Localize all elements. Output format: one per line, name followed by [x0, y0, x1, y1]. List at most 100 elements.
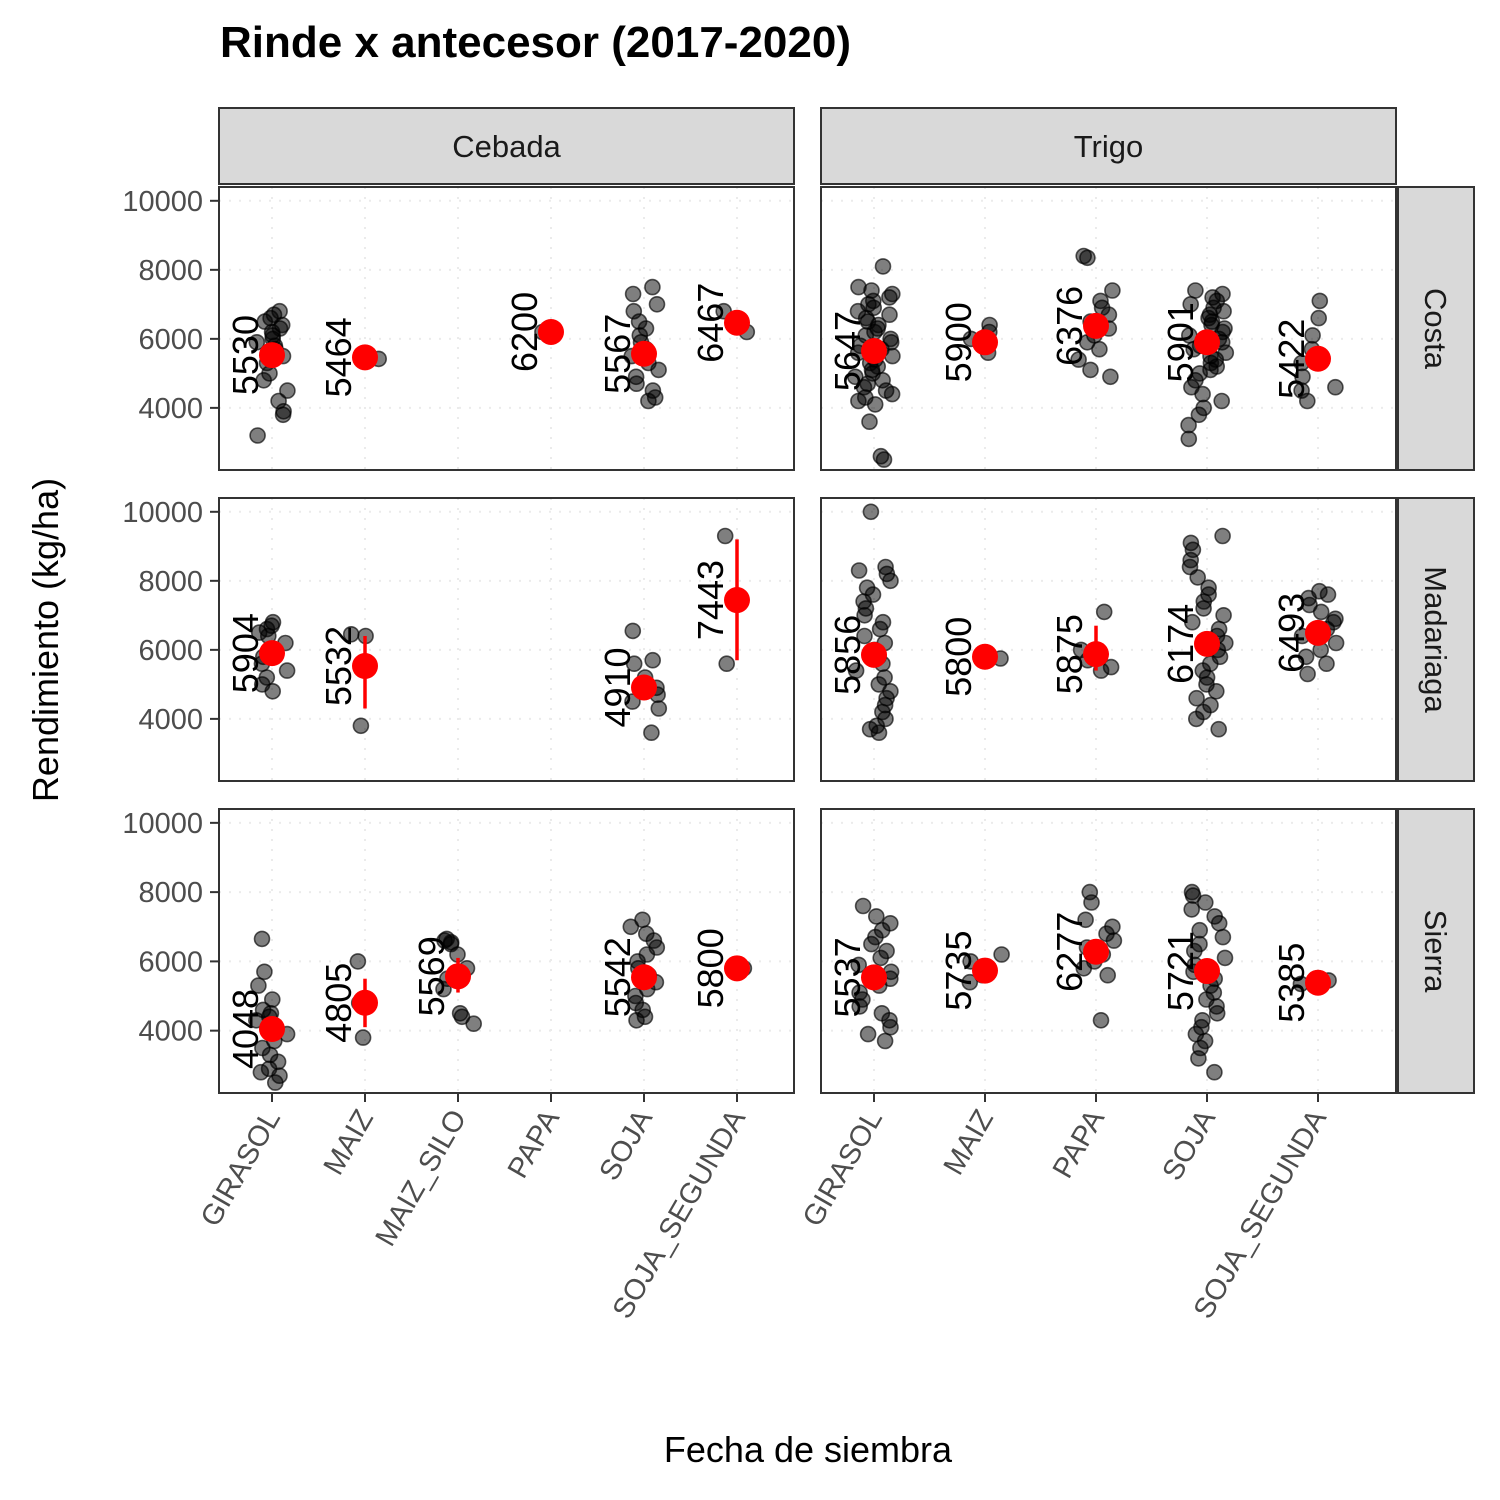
y-tick-label: 4000	[138, 393, 203, 425]
data-point	[465, 1015, 483, 1033]
y-tick-label: 10000	[122, 186, 203, 218]
data-point	[854, 897, 872, 915]
x-tick-label: PAPA	[1047, 1104, 1112, 1184]
data-point	[1079, 249, 1096, 267]
row-strip-label: Sierra	[1418, 910, 1453, 993]
data-point	[252, 1063, 270, 1081]
data-point	[847, 662, 865, 679]
mean-point	[972, 329, 998, 356]
data-point	[1197, 894, 1214, 911]
data-point	[881, 289, 898, 306]
data-point	[1299, 665, 1316, 683]
mean-label: 5875	[1049, 614, 1090, 694]
mean-point	[724, 587, 750, 614]
mean-label: 5385	[1271, 943, 1312, 1023]
mean-label: 5901	[1160, 302, 1201, 382]
data-point	[1318, 655, 1335, 673]
panel-border	[820, 808, 1397, 1094]
mean-label: 5856	[827, 615, 868, 695]
mean-point	[972, 643, 998, 670]
data-point	[264, 682, 282, 700]
mean-point	[1194, 329, 1220, 356]
mean-point	[1305, 345, 1331, 372]
data-point	[850, 956, 868, 974]
mean-label: 5422	[1271, 319, 1312, 399]
data-point	[882, 1018, 899, 1036]
data-point	[882, 572, 899, 590]
mean-label: 5464	[318, 317, 359, 397]
data-point	[274, 406, 292, 424]
data-point	[866, 396, 884, 413]
x-tick-label: SOJA	[593, 1104, 659, 1186]
data-point	[628, 1011, 645, 1029]
mean-point	[259, 1015, 285, 1042]
data-point	[1210, 914, 1228, 932]
data-point	[624, 622, 642, 640]
data-point	[1319, 586, 1337, 603]
data-point	[622, 918, 640, 936]
mean-label: 5900	[938, 302, 979, 382]
y-tick-label: 6000	[138, 324, 203, 356]
data-point	[1184, 613, 1201, 631]
y-tick-label: 8000	[138, 877, 203, 909]
data-point	[1297, 648, 1315, 666]
data-point	[1182, 295, 1199, 313]
panel-border	[218, 186, 795, 471]
x-tick-label: MAIZ_SILO	[370, 1105, 473, 1252]
column-strip	[820, 107, 1397, 185]
mean-point	[1083, 641, 1109, 668]
data-point	[1194, 385, 1211, 403]
mean-point	[861, 641, 887, 668]
data-point	[862, 503, 880, 521]
mean-label: 5537	[827, 937, 868, 1017]
data-point	[1189, 569, 1206, 586]
row-strip-label: Madariaga	[1418, 566, 1453, 713]
row-strip	[1397, 808, 1475, 1094]
mean-point	[861, 964, 887, 991]
y-tick-label: 10000	[122, 497, 203, 529]
data-point	[867, 908, 885, 925]
y-axis-title: Rendimiento (kg/ha)	[25, 478, 66, 802]
data-point	[870, 724, 888, 742]
data-point	[1327, 634, 1345, 652]
x-tick-label: GIRASOL	[195, 1105, 287, 1233]
data-point	[874, 258, 892, 275]
data-point	[349, 953, 367, 970]
data-point	[1070, 351, 1087, 368]
data-point	[1310, 309, 1327, 327]
mean-label: 4048	[225, 989, 266, 1069]
mean-label: 5532	[318, 626, 359, 706]
data-point	[1210, 720, 1227, 738]
mean-label: 5647	[827, 311, 868, 391]
data-point	[628, 375, 645, 393]
data-point	[716, 527, 734, 545]
data-point	[859, 1025, 877, 1043]
mean-point	[352, 344, 378, 371]
mean-label: 6277	[1049, 912, 1090, 992]
data-point	[1104, 282, 1121, 299]
data-point	[1180, 416, 1197, 434]
mean-point	[1305, 969, 1331, 996]
x-tick-label: SOJA	[1156, 1104, 1222, 1186]
mean-point	[1194, 958, 1220, 985]
data-point	[625, 655, 643, 673]
data-point	[1083, 894, 1100, 911]
mean-point	[631, 964, 657, 991]
data-point	[255, 371, 273, 389]
data-point	[1077, 911, 1094, 929]
x-tick-label: PAPA	[502, 1104, 567, 1184]
mean-point	[1083, 312, 1109, 339]
data-point	[1190, 1050, 1207, 1067]
data-point	[640, 392, 657, 410]
data-point	[1091, 340, 1108, 358]
data-point	[1188, 689, 1205, 707]
data-point	[250, 977, 267, 994]
data-point	[1213, 392, 1230, 410]
mean-label: 5735	[938, 931, 979, 1011]
data-point	[863, 935, 880, 953]
mean-label: 6493	[1271, 593, 1312, 673]
panel-background	[219, 498, 794, 781]
data-point	[1105, 932, 1123, 949]
mean-label: 4805	[318, 963, 359, 1043]
data-point	[1099, 966, 1116, 984]
